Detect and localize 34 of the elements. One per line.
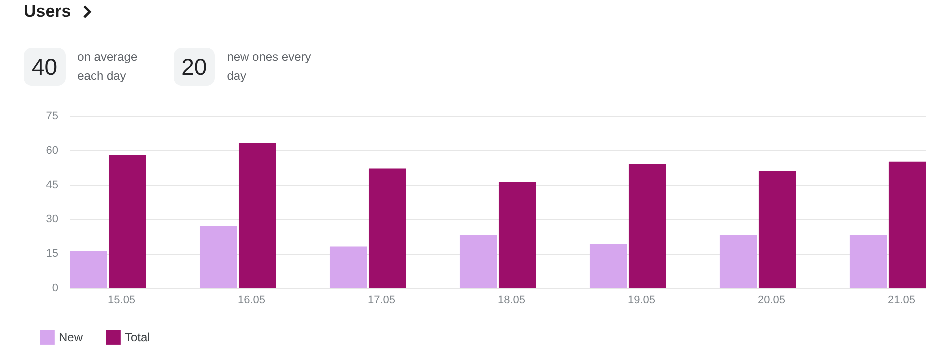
y-tick-label: 60 — [46, 144, 58, 157]
bar — [109, 154, 146, 288]
bar — [590, 244, 628, 288]
x-tick-label: 15.05 — [108, 294, 136, 306]
bar — [238, 144, 276, 288]
bar — [888, 162, 926, 288]
x-tick-label: 21.05 — [888, 294, 916, 306]
x-tick-label: 16.05 — [238, 294, 266, 306]
y-tick-label: 30 — [46, 214, 58, 226]
y-tick-label: 0 — [52, 282, 58, 294]
x-tick-label: 19.05 — [628, 294, 656, 306]
text: 20 — [174, 48, 216, 86]
x-tick-label: 20.05 — [758, 294, 786, 306]
text: new ones every day — [227, 49, 312, 85]
legend-label: New — [59, 330, 84, 345]
y-tick-label: 15 — [46, 248, 58, 260]
bar — [850, 235, 887, 288]
y-tick-label: 75 — [46, 110, 58, 122]
bar — [330, 246, 368, 288]
bar — [758, 171, 796, 288]
legend-label: Total — [125, 330, 150, 345]
text: 40 — [24, 48, 66, 86]
bar — [720, 235, 758, 288]
bar — [460, 235, 498, 288]
bar — [70, 251, 108, 288]
x-tick-label: 18.05 — [498, 294, 526, 306]
bar — [628, 164, 666, 288]
text: on average each day — [78, 49, 139, 85]
y-tick-label: 45 — [46, 179, 58, 192]
bar — [200, 226, 238, 288]
bar — [498, 182, 536, 288]
bar — [368, 168, 406, 288]
chart-title: Users — [24, 2, 72, 22]
x-tick-label: 17.05 — [368, 294, 396, 306]
